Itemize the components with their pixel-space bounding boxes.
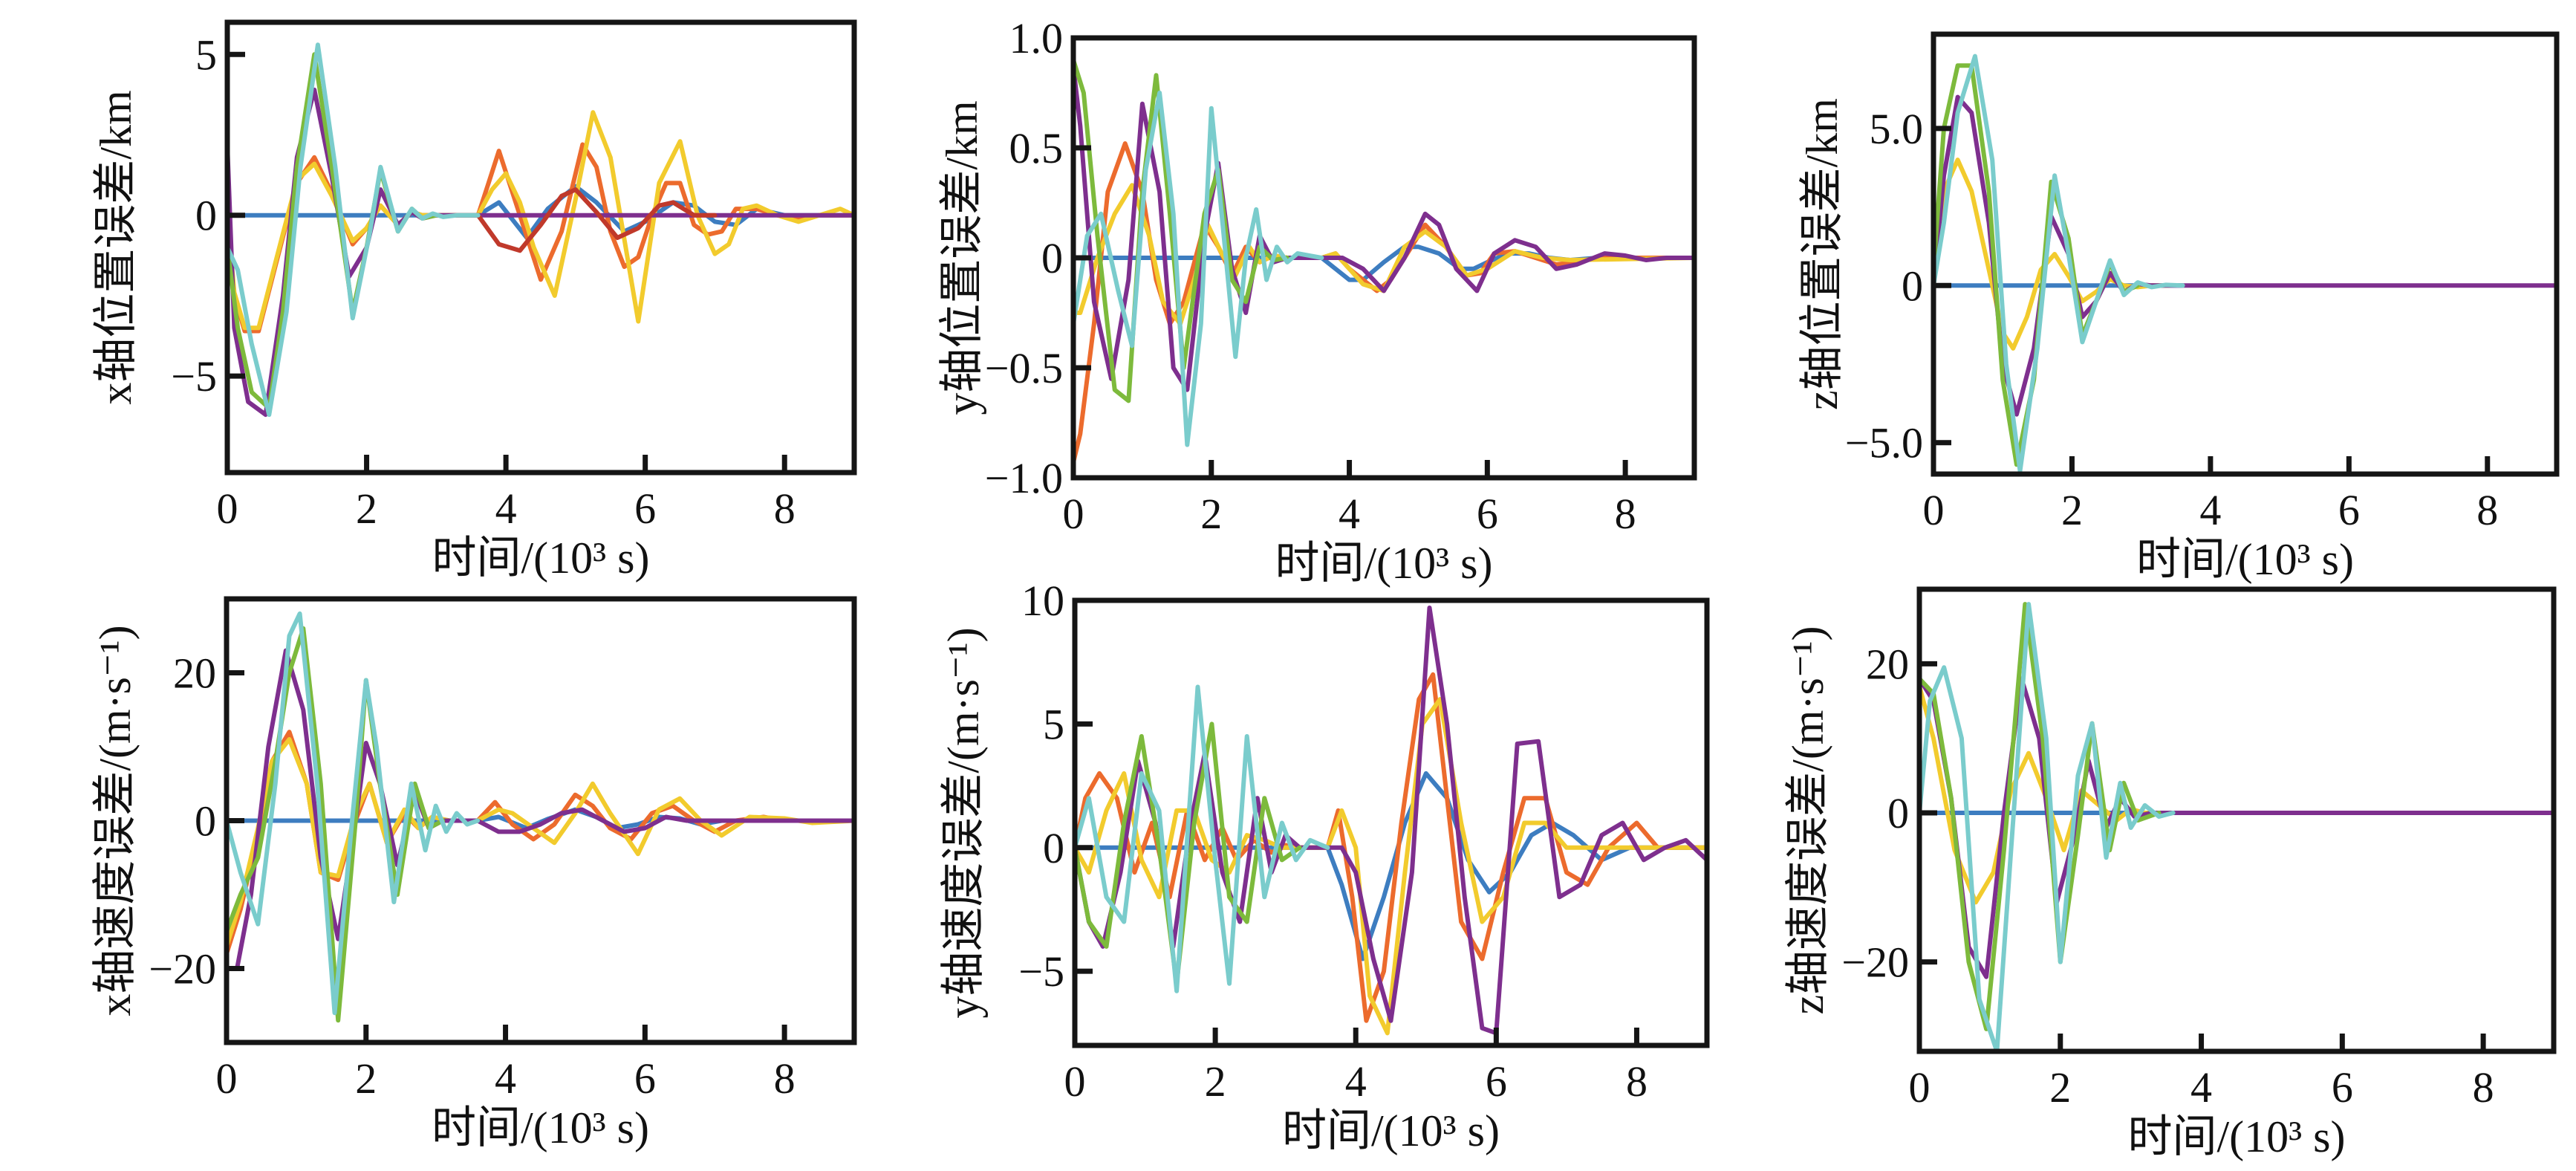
x-tick-label: 8 — [1626, 1057, 1648, 1106]
x-tick-label: 2 — [1200, 490, 1222, 538]
series-group — [1919, 602, 2554, 1051]
x-axis-label: 时间/(10³ s) — [2136, 535, 2354, 584]
y-tick-label: −5 — [171, 352, 217, 400]
x-tick-label: 6 — [634, 1054, 656, 1103]
series-line-green — [227, 626, 446, 1023]
series-group — [1075, 606, 1707, 1036]
series-line-green — [1919, 602, 2162, 1031]
series-line-cyan — [1933, 53, 2185, 473]
series-line-orange — [227, 142, 854, 334]
plot-frame — [1931, 31, 2560, 477]
y-axis-label: x轴位置误差/km — [91, 90, 140, 404]
x-tick-label: 0 — [1909, 1063, 1931, 1112]
y-tick-label: −1.0 — [985, 454, 1063, 502]
series-group — [227, 611, 854, 1023]
y-tick-label: 5 — [1043, 700, 1064, 748]
x-tick-label: 8 — [2473, 1063, 2494, 1112]
x-tick-label: 8 — [2476, 486, 2498, 534]
x-tick-label: 6 — [1477, 490, 1498, 538]
x-tick-label: 6 — [1486, 1057, 1507, 1106]
x-tick-label: 2 — [2061, 486, 2083, 534]
x-tick-label: 8 — [774, 484, 796, 533]
x-tick-label: 8 — [774, 1054, 796, 1103]
y-tick-label: 0 — [1902, 262, 1923, 310]
x-tick-label: 4 — [2190, 1063, 2212, 1112]
subplot-x-pos: 0 2 4 6 8 −5 0 5 时间/(10³ s) x轴位置误差/km — [91, 19, 857, 583]
y-tick-label: 10 — [1021, 577, 1064, 625]
x-tick-label: 0 — [1063, 490, 1084, 538]
x-tick-label: 2 — [2049, 1063, 2071, 1112]
y-tick-label: 0 — [195, 192, 217, 240]
series-line-cyan — [1073, 91, 1324, 447]
x-tick-label: 4 — [1345, 1057, 1367, 1106]
y-axis-label: x轴速度误差/(m·s⁻¹) — [91, 625, 140, 1016]
series-line-darkred — [475, 187, 718, 253]
x-tick-label: 0 — [1064, 1057, 1086, 1106]
plot-frame — [1072, 597, 1710, 1048]
x-tick-label: 0 — [1923, 486, 1945, 534]
y-axis-label: z轴位置误差/km — [1798, 98, 1847, 410]
y-tick-label: 20 — [173, 649, 216, 698]
x-tick-label: 2 — [1205, 1057, 1226, 1106]
x-axis-label: 时间/(10³ s) — [2128, 1112, 2346, 1161]
x-tick-label: 6 — [2338, 486, 2360, 534]
x-axis-label: 时间/(10³ s) — [432, 533, 650, 583]
y-tick-label: −20 — [149, 945, 216, 993]
subplot-y-vel: 0 2 4 6 8 −5 0 5 10 时间/(10³ s) y轴速度误差/(m·s⁻¹) — [939, 577, 1710, 1155]
y-tick-label: −5 — [1018, 947, 1064, 996]
x-tick-label: 2 — [356, 484, 377, 533]
series-line-yellow — [227, 110, 854, 331]
y-tick-label: 0 — [1887, 789, 1909, 837]
subplot-z-vel: 0 2 4 6 8 −20 0 20 时间/(10³ s) z轴速度误差/(m·s⁻¹) — [1783, 586, 2557, 1161]
plot-frame — [224, 19, 857, 476]
series-line-green — [1075, 721, 1302, 986]
series-group — [227, 42, 854, 418]
series-line-green — [227, 52, 439, 411]
series-line-cyan — [1075, 684, 1330, 993]
y-axis-label: y轴速度误差/(m·s⁻¹) — [939, 627, 988, 1018]
x-tick-label: 8 — [1615, 490, 1636, 538]
y-tick-label: 20 — [1866, 640, 1909, 688]
series-line-purple — [1073, 64, 1694, 392]
y-tick-label: −0.5 — [985, 344, 1063, 392]
series-group — [1073, 57, 1694, 465]
x-tick-label: 6 — [634, 484, 656, 533]
y-tick-label: 5 — [195, 30, 217, 79]
x-axis-label: 时间/(10³ s) — [432, 1103, 649, 1152]
x-tick-label: 4 — [2199, 486, 2221, 534]
series-line-cyan — [227, 42, 481, 418]
y-axis-label: y轴位置误差/km — [937, 100, 986, 415]
subplot-z-pos: 0 2 4 6 8−5.005.0时间/(10³ s)z轴位置误差/km — [1798, 31, 2560, 584]
x-tick-label: 2 — [355, 1054, 377, 1103]
series-line-cyan — [1919, 602, 2176, 1051]
y-tick-label: 1.0 — [1009, 14, 1064, 62]
x-tick-label: 0 — [217, 484, 238, 533]
y-tick-label: −5.0 — [1845, 419, 1923, 467]
series-line-cyan — [227, 611, 480, 1016]
x-axis-label: 时间/(10³ s) — [1275, 539, 1493, 588]
series-line-yellow — [227, 737, 854, 949]
x-tick-label: 4 — [495, 1054, 516, 1103]
series-line-purple — [1933, 94, 2557, 417]
series-line-purple — [227, 87, 854, 418]
x-axis-label: 时间/(10³ s) — [1282, 1106, 1500, 1155]
x-tick-label: 6 — [2332, 1063, 2353, 1112]
y-tick-label: 0 — [195, 797, 216, 846]
series-line-purple — [1075, 606, 1707, 1036]
plot-frame — [1916, 586, 2557, 1054]
y-tick-label: 5.0 — [1870, 105, 1924, 153]
x-tick-label: 4 — [495, 484, 517, 533]
x-tick-label: 4 — [1339, 490, 1360, 538]
y-tick-label: −20 — [1841, 938, 1909, 987]
y-tick-label: 0 — [1041, 234, 1063, 282]
y-tick-label: 0 — [1043, 824, 1064, 872]
subplot-x-vel: 0 2 4 6 8 −20 0 20 时间/(10³ s) x轴速度误差/(m·s⁻¹) — [91, 596, 857, 1152]
series-group — [1933, 53, 2557, 473]
y-tick-label: 0.5 — [1009, 124, 1064, 172]
x-tick-label: 0 — [216, 1054, 238, 1103]
subplot-y-pos: 0 2 4 6 8 −1.0 −0.5 0 0.5 1.0 时间/(10³ s) y轴位置误差/km — [937, 14, 1697, 588]
y-axis-label: z轴速度误差/(m·s⁻¹) — [1783, 626, 1832, 1015]
